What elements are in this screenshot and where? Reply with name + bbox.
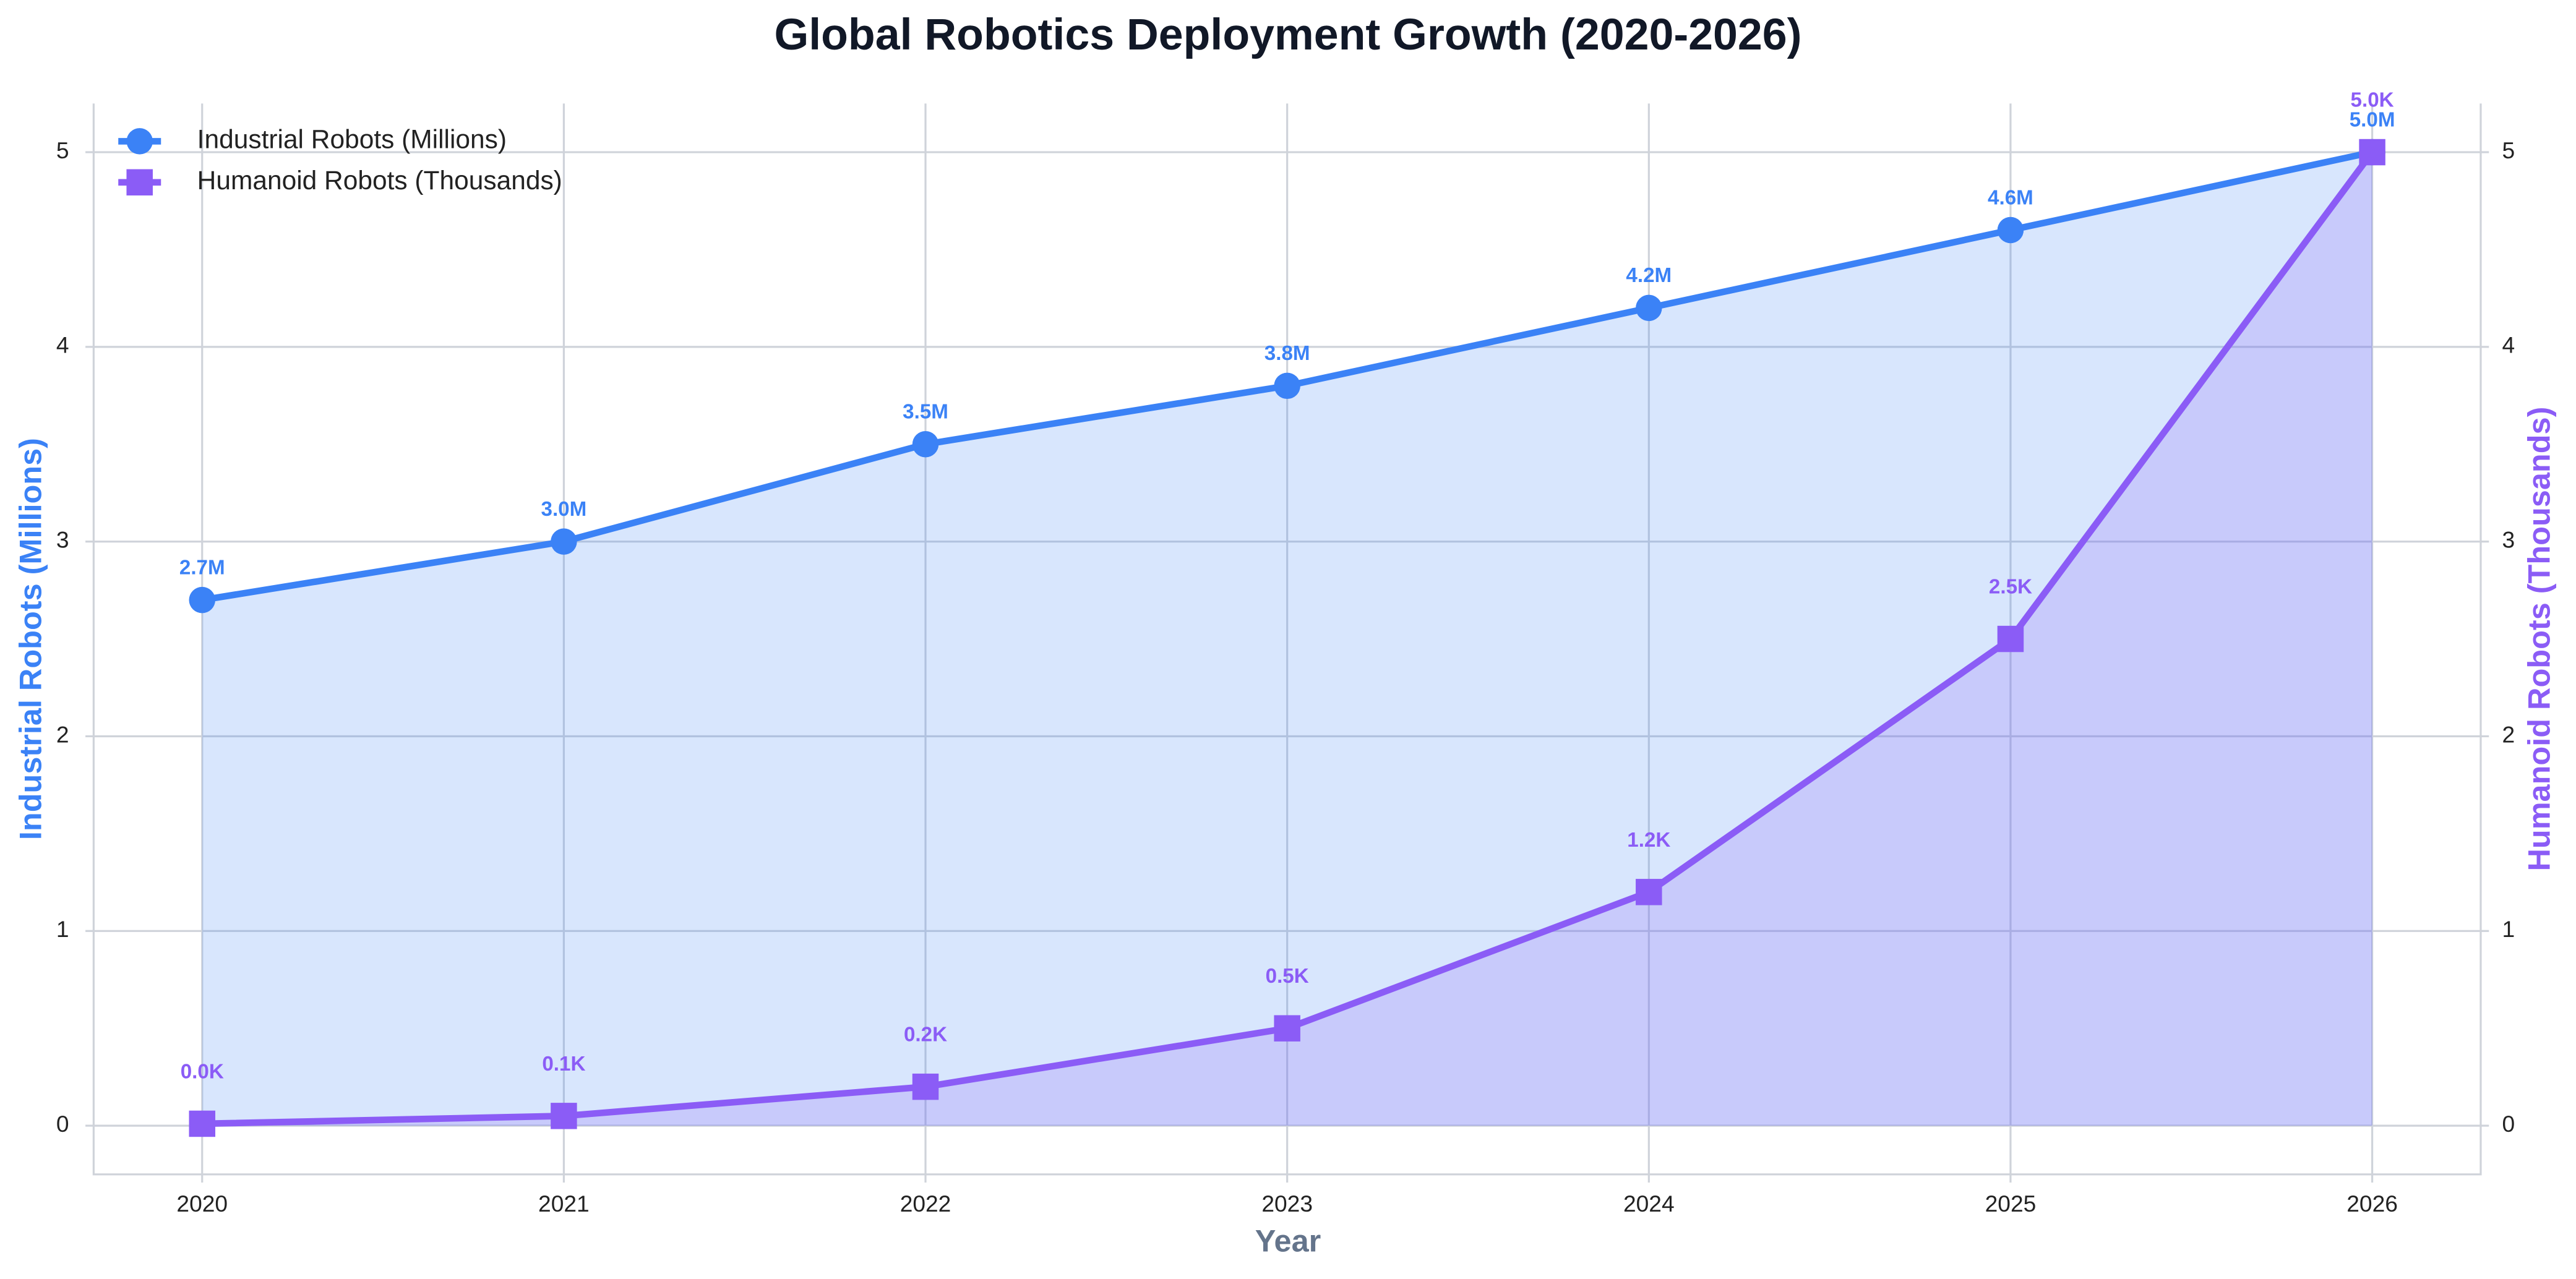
y-tick-label: 5 <box>56 137 69 163</box>
legend-label: Industrial Robots (Millions) <box>197 126 507 155</box>
marker <box>551 1103 577 1129</box>
value-label: 0.5K <box>1266 965 1309 988</box>
marker <box>2359 139 2385 166</box>
marker <box>551 528 577 555</box>
value-label: 5.0M <box>2350 108 2395 131</box>
y-tick-label: 2 <box>56 721 69 747</box>
y2-tick-label: 1 <box>2502 916 2515 942</box>
y2-tick-label: 4 <box>2502 332 2515 358</box>
marker <box>189 1110 216 1137</box>
x-axis-label: Year <box>1255 1223 1321 1259</box>
value-label: 0.2K <box>904 1024 947 1046</box>
value-label: 3.8M <box>1264 342 1310 365</box>
marker <box>912 1073 939 1100</box>
marker <box>1997 216 2024 244</box>
x-tick-label: 2023 <box>1261 1191 1313 1217</box>
marker <box>1274 372 1300 400</box>
value-label: 3.0M <box>541 498 587 521</box>
grid <box>93 103 2481 1174</box>
y-tick-label: 4 <box>56 332 69 358</box>
x-tick-label: 2026 <box>2346 1191 2398 1217</box>
marker <box>912 431 939 458</box>
y2-axis-label: Humanoid Robots (Thousands) <box>2522 407 2557 871</box>
value-label: 2.7M <box>179 556 225 579</box>
value-label: 4.6M <box>1988 186 2033 209</box>
x-tick-label: 2021 <box>538 1191 590 1217</box>
value-label: 3.5M <box>903 401 948 424</box>
y-axis-label: Industrial Robots (Millions) <box>12 438 48 840</box>
marker <box>189 586 216 614</box>
series: 2.7M 3.0M 3.5M 3.8M 4.2M 4.6M 5.0M <box>179 108 2395 1126</box>
value-label: 0.1K <box>542 1053 585 1076</box>
marker <box>1274 1015 1300 1042</box>
y-tick-label: 1 <box>56 916 69 942</box>
value-label: 2.5K <box>1989 576 2032 599</box>
chart-title: Global Robotics Deployment Growth (2020-… <box>774 10 1801 59</box>
x-tick-label: 2025 <box>1985 1191 2037 1217</box>
series: 0.0K 0.1K 0.2K 0.5K 1.2K 2.5K 5.0K <box>181 88 2394 1137</box>
area-fill <box>202 152 2372 1126</box>
legend-marker <box>126 128 153 155</box>
y2-tick-label: 0 <box>2502 1111 2515 1137</box>
value-label: 5.0K <box>2351 88 2394 111</box>
legend-label: Humanoid Robots (Thousands) <box>197 166 562 195</box>
marker <box>1997 625 2024 652</box>
value-label: 4.2M <box>1626 264 1672 287</box>
y2-tick-label: 3 <box>2502 526 2515 552</box>
y-tick-label: 3 <box>56 526 69 552</box>
area-fill <box>202 152 2372 1126</box>
legend: Industrial Robots (Millions) Humanoid Rob… <box>118 126 562 196</box>
x-tick-label: 2024 <box>1623 1191 1675 1217</box>
value-label: 1.2K <box>1627 829 1670 852</box>
y2-tick-label: 2 <box>2502 721 2515 747</box>
value-label: 0.0K <box>181 1060 224 1083</box>
y-tick-label: 0 <box>56 1111 69 1137</box>
legend-marker <box>126 169 153 196</box>
y2-tick-label: 5 <box>2502 137 2515 163</box>
axis-spines <box>92 103 2482 1176</box>
marker <box>1636 879 1662 905</box>
marker <box>1636 294 1662 322</box>
x-tick-label: 2020 <box>176 1191 228 1217</box>
x-tick-label: 2022 <box>900 1191 951 1217</box>
